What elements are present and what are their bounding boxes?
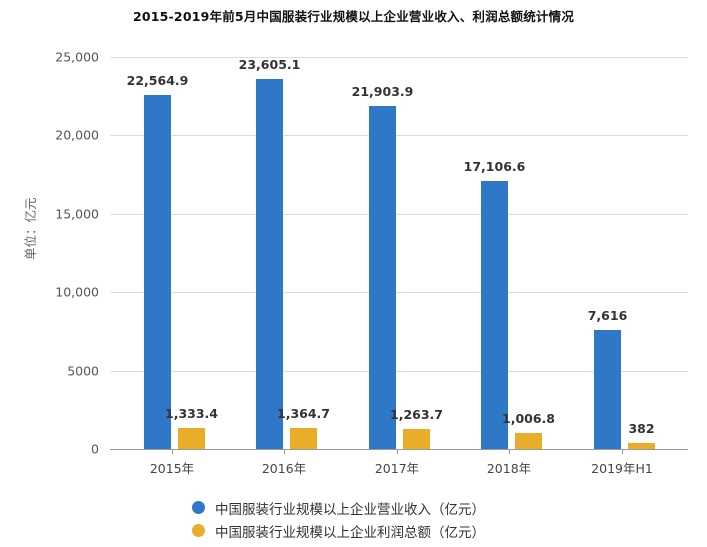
y-tick-label: 25,000 xyxy=(55,49,99,65)
gridline xyxy=(110,135,688,136)
bar-profit[interactable] xyxy=(403,429,430,449)
bar-revenue[interactable] xyxy=(256,78,283,449)
bar-revenue[interactable] xyxy=(594,329,621,449)
legend-item-profit[interactable]: 中国服装行业规模以上企业利润总额（亿元） xyxy=(192,519,485,542)
bar-profit[interactable] xyxy=(628,443,655,449)
bar-value-label: 1,364.7 xyxy=(277,405,330,421)
legend-dot-icon xyxy=(192,524,205,537)
x-tick xyxy=(397,449,398,454)
bar-profit[interactable] xyxy=(290,427,317,449)
y-tick-label: 10,000 xyxy=(55,284,99,300)
bar-value-label: 1,263.7 xyxy=(390,407,443,423)
y-tick-label: 20,000 xyxy=(55,127,99,143)
bar-value-label: 23,605.1 xyxy=(238,56,301,72)
bar-value-label: 17,106.6 xyxy=(463,158,526,174)
x-tick xyxy=(622,449,623,454)
x-tick-label: 2015年 xyxy=(149,461,195,476)
chart-title: 2015-2019年前5月中国服装行业规模以上企业营业收入、利润总额统计情况 xyxy=(132,9,575,24)
bar-value-label: 22,564.9 xyxy=(126,73,189,89)
bar-revenue[interactable] xyxy=(369,105,396,449)
legend-item-revenue[interactable]: 中国服装行业规模以上企业营业收入（亿元） xyxy=(192,496,485,519)
bar-value-label: 1,006.8 xyxy=(502,411,555,427)
y-tick-label: 15,000 xyxy=(55,206,99,222)
x-tick-label: 2016年 xyxy=(261,461,307,476)
x-axis-line xyxy=(110,449,688,450)
gridline xyxy=(110,292,688,293)
bar-revenue[interactable] xyxy=(144,95,171,449)
gridline xyxy=(110,371,688,372)
legend-label: 中国服装行业规模以上企业营业收入（亿元） xyxy=(215,501,485,518)
gridline xyxy=(110,57,688,58)
x-tick xyxy=(509,449,510,454)
x-tick-label: 2018年 xyxy=(486,461,532,476)
bar-profit[interactable] xyxy=(178,428,205,449)
x-tick-label: 2019年H1 xyxy=(591,461,653,476)
bar-value-label: 382 xyxy=(628,421,655,436)
x-tick xyxy=(172,449,173,454)
bar-value-label: 1,333.4 xyxy=(165,406,218,422)
bar-value-label: 7,616 xyxy=(587,307,628,323)
legend: 中国服装行业规模以上企业营业收入（亿元） 中国服装行业规模以上企业利润总额（亿元… xyxy=(192,496,485,542)
y-tick-label: 5000 xyxy=(67,363,99,379)
x-tick-label: 2017年 xyxy=(374,461,420,476)
legend-dot-icon xyxy=(192,501,205,514)
x-tick xyxy=(284,449,285,454)
legend-label: 中国服装行业规模以上企业利润总额（亿元） xyxy=(215,524,485,541)
bar-profit[interactable] xyxy=(515,433,542,449)
bar-value-label: 21,903.9 xyxy=(351,83,414,99)
gridline xyxy=(110,214,688,215)
y-tick-label: 0 xyxy=(91,441,99,457)
bar-revenue[interactable] xyxy=(481,180,508,449)
